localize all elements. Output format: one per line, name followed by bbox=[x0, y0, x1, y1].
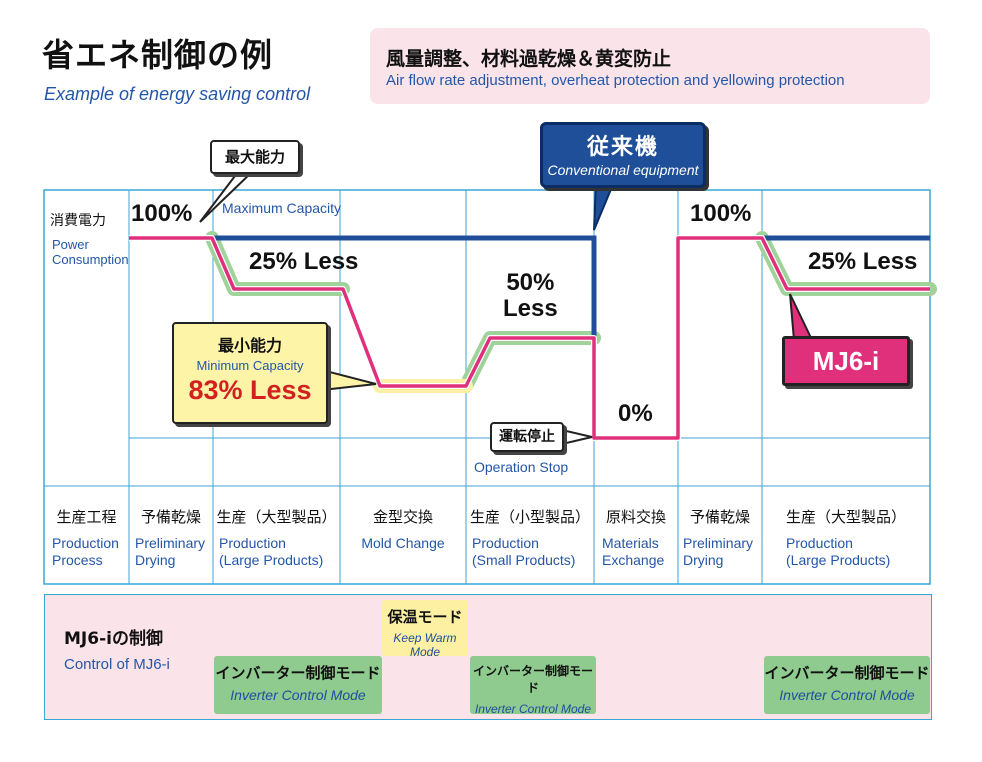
min-capacity-callout: 最小能力 Minimum Capacity 83% Less bbox=[172, 322, 328, 424]
min-capacity-pointer bbox=[321, 368, 377, 392]
process-step-6: 予備乾燥 Preliminary Drying bbox=[683, 508, 754, 568]
process-header-japanese: 生産工程 bbox=[56, 508, 117, 526]
label-25-less-left: 25% Less bbox=[249, 248, 359, 275]
control-title-english: Control of MJ6-i bbox=[64, 656, 170, 673]
keep-warm-mode-badge: 保温モード Keep Warm Mode bbox=[382, 600, 468, 659]
max-capacity-callout: 最大能力 bbox=[210, 140, 300, 174]
label-0: 0% bbox=[618, 400, 653, 427]
inverter-mode-badge-2: インバーター制御モード Inverter Control Mode bbox=[470, 656, 596, 716]
label-100-left: 100% bbox=[131, 200, 193, 227]
conventional-pointer bbox=[593, 181, 616, 231]
operation-stop-pointer bbox=[561, 428, 593, 446]
conventional-callout: 従来機 Conventional equipment bbox=[540, 122, 706, 188]
y-label-english: Power Consumption bbox=[52, 237, 129, 267]
page-title: 省エネ制御の例 bbox=[42, 36, 274, 74]
operation-stop-callout: 運転停止 bbox=[490, 422, 564, 452]
conventional-japanese: 従来機 bbox=[586, 135, 659, 160]
label-100-right: 100% bbox=[690, 200, 752, 227]
page-title-english: Example of energy saving control bbox=[44, 84, 311, 104]
process-step-5: 原料交換 Materials Exchange bbox=[602, 508, 666, 568]
min-capacity-percentage: 83% Less bbox=[188, 375, 312, 405]
process-header-english: Production Process bbox=[52, 535, 119, 568]
process-step-1: 予備乾燥 Preliminary Drying bbox=[135, 508, 206, 568]
subtitle-japanese: 風量調整、材料過乾燥＆黄変防止 bbox=[386, 48, 672, 70]
process-header-cell: 生産工程 Production Process bbox=[44, 486, 129, 584]
inverter-mode-badge-1: インバーター制御モード Inverter Control Mode bbox=[214, 656, 382, 714]
subtitle-english: Air flow rate adjustment, overheat prote… bbox=[386, 72, 845, 89]
max-capacity-english: Maximum Capacity bbox=[222, 200, 342, 216]
process-step-7: 生産（大型製品） Production (Large Products) bbox=[785, 508, 906, 568]
subtitle-box bbox=[370, 28, 930, 104]
control-title-japanese: MJ6-iの制御 bbox=[64, 629, 163, 649]
conventional-english: Conventional equipment bbox=[547, 162, 699, 178]
min-capacity-english: Minimum Capacity bbox=[196, 358, 304, 373]
process-step-4: 生産（小型製品） Production (Small Products) bbox=[469, 508, 590, 568]
label-50-less: 50% Less bbox=[503, 269, 558, 322]
series-line-mj6i bbox=[129, 236, 930, 440]
process-step-3: 金型交換 Mold Change bbox=[361, 508, 445, 551]
y-label-japanese: 消費電力 bbox=[50, 213, 106, 229]
min-capacity-japanese: 最小能力 bbox=[217, 336, 282, 355]
label-25-less-right: 25% Less bbox=[808, 248, 918, 275]
mj6i-callout: MJ6-i bbox=[782, 336, 910, 386]
series-line-conventional bbox=[129, 235, 597, 338]
operation-stop-english: Operation Stop bbox=[474, 459, 569, 475]
mj6i-pointer bbox=[789, 293, 814, 341]
inverter-mode-badge-3: インバーター制御モード Inverter Control Mode bbox=[764, 656, 930, 714]
process-step-2: 生産（大型製品） Production (Large Products) bbox=[216, 508, 337, 568]
